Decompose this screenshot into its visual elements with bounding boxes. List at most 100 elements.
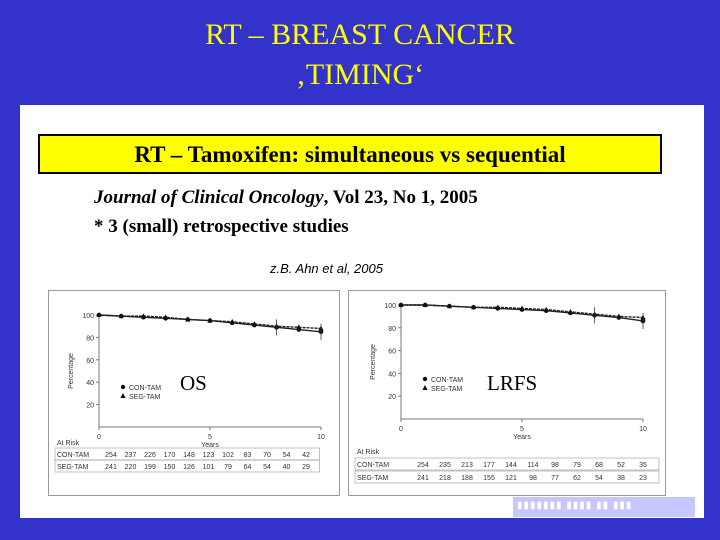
y-tick-label: 100: [82, 313, 94, 320]
x-tick-label: 0: [97, 434, 101, 441]
frame-right: [704, 0, 720, 540]
at-risk-value: 126: [183, 464, 195, 471]
legend-marker-triangle: [120, 393, 126, 398]
frame-left: [0, 0, 20, 540]
data-point-triangle: [207, 317, 213, 323]
at-risk-value: 235: [439, 462, 451, 469]
os-label: OS: [180, 371, 207, 395]
at-risk-value: 40: [283, 464, 291, 471]
frame-bottom: [0, 518, 720, 540]
at-risk-value: 35: [639, 462, 647, 469]
journal-citation: Journal of Clinical Oncology, Vol 23, No…: [94, 187, 478, 209]
legend-label: SEG-TAM: [431, 386, 463, 393]
at-risk-row-box: [54, 459, 320, 473]
legend-label: CON-TAM: [431, 377, 463, 384]
data-point-triangle: [446, 303, 452, 309]
at-risk-row-label: SEG-TAM: [57, 464, 89, 471]
legend-marker-circle: [120, 384, 126, 390]
at-risk-value: 29: [302, 464, 310, 471]
at-risk-value: 23: [639, 475, 647, 482]
at-risk-value: 114: [527, 462, 538, 469]
journal-volume: , Vol 23, No 1, 2005: [323, 187, 478, 208]
at-risk-value: 213: [461, 462, 473, 469]
at-risk-value: 52: [617, 462, 625, 469]
at-risk-value: 62: [573, 475, 581, 482]
lrfs-chart: 20 40 60 80 100 0 5 10 Years Percentage CON-TAM SEG…: [354, 302, 660, 484]
at-risk-value: 79: [573, 462, 581, 469]
data-point-triangle: [185, 316, 191, 322]
at-risk-value: 70: [263, 452, 271, 459]
at-risk-row-box: [354, 457, 660, 471]
data-point-triangle: [567, 309, 573, 314]
legend-marker-triangle: [422, 385, 428, 390]
data-point-triangle: [163, 314, 169, 320]
os-chart: 20 40 60 80 100 0 5 10 Years Percentage CON-TAM SEG…: [54, 312, 325, 473]
data-point-triangle: [422, 302, 428, 307]
data-point-triangle: [495, 304, 501, 310]
y-tick-label: 80: [86, 335, 94, 342]
at-risk-value: 150: [164, 464, 176, 471]
at-risk-value: 254: [105, 452, 117, 459]
at-risk-value: 241: [105, 464, 117, 471]
legend-marker-circle: [422, 376, 428, 382]
at-risk-value: 148: [183, 452, 195, 459]
at-risk-value: 121: [505, 475, 517, 482]
lrfs-label: LRFS: [487, 371, 538, 395]
data-point-triangle: [296, 324, 302, 330]
at-risk-value: 77: [551, 475, 559, 482]
at-risk-value: 54: [595, 475, 603, 482]
y-tick-label: 60: [388, 349, 396, 356]
data-point-triangle: [519, 305, 525, 311]
x-axis-label: Years: [513, 434, 531, 441]
data-point-triangle: [96, 312, 102, 317]
subtitle-box: RT – Tamoxifen: simultaneous vs sequenti…: [38, 134, 662, 174]
series-line-seg-tam: [98, 314, 322, 330]
y-tick-label: 40: [388, 371, 396, 378]
at-risk-value: 54: [283, 452, 291, 459]
x-tick-label: 10: [317, 434, 325, 441]
at-risk-value: 79: [224, 464, 232, 471]
at-risk-value: 102: [222, 452, 234, 459]
watermark-text: ▮▮▮▮▮▮▮ ▮▮▮▮ ▮▮ ▮▮▮: [517, 500, 633, 511]
at-risk-value: 199: [144, 464, 156, 471]
at-risk-value: 98: [529, 475, 537, 482]
at-risk-value: 42: [302, 452, 310, 459]
study-note: * 3 (small) retrospective studies: [94, 216, 349, 237]
at-risk-row-label: CON-TAM: [57, 452, 89, 459]
legend-label: CON-TAM: [129, 385, 161, 392]
data-point-triangle: [471, 304, 477, 310]
title-bar: RT – BREAST CANCER ‚TIMING‘: [0, 0, 720, 105]
at-risk-value: 170: [164, 452, 176, 459]
journal-name: Journal of Clinical Oncology: [94, 187, 324, 208]
y-tick-label: 40: [86, 380, 94, 387]
x-tick-label: 5: [520, 426, 524, 433]
y-tick-label: 80: [388, 326, 396, 333]
at-risk-value: 241: [417, 475, 429, 482]
data-point-triangle: [229, 318, 235, 324]
at-risk-value: 254: [417, 462, 429, 469]
x-axis-label: Years: [201, 442, 219, 449]
y-axis-label: Percentage: [370, 344, 377, 380]
at-risk-value: 64: [244, 464, 252, 471]
series-line-con-tam: [98, 314, 322, 333]
x-tick-label: 5: [208, 434, 212, 441]
watermark-stamp: ▮▮▮▮▮▮▮ ▮▮▮▮ ▮▮ ▮▮▮: [512, 496, 696, 518]
at-risk-value: 177: [483, 462, 495, 469]
at-risk-value: 98: [551, 462, 559, 469]
y-tick-label: 20: [388, 394, 396, 401]
data-point-triangle: [251, 321, 257, 326]
data-point-triangle: [118, 313, 124, 319]
at-risk-row-box: [354, 470, 660, 484]
at-risk-value: 155: [483, 475, 495, 482]
at-risk-value: 123: [203, 452, 215, 459]
at-risk-value: 68: [595, 462, 603, 469]
data-point-triangle: [398, 302, 404, 307]
slide-title-line1: RT – BREAST CANCER: [205, 18, 515, 51]
data-point-triangle: [616, 313, 622, 319]
slide-title-line2: ‚TIMING‘: [295, 58, 425, 91]
at-risk-value: 83: [244, 452, 252, 459]
at-risk-value: 38: [617, 475, 625, 482]
at-risk-value: 54: [263, 464, 271, 471]
y-axis-label: Percentage: [68, 353, 75, 389]
